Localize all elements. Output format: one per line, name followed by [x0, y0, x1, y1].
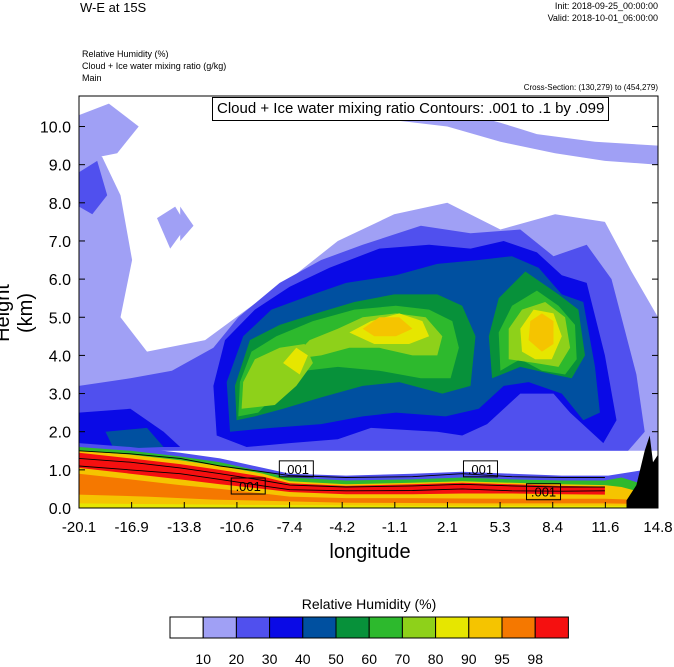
legend-swatch-3 [269, 616, 304, 639]
field-label-cloud-ice: Cloud + Ice water mixing ratio (g/kg) [82, 61, 227, 71]
rh-region-6 [79, 160, 108, 215]
legend-swatch-1 [202, 616, 237, 639]
legend-label-7: 80 [428, 651, 444, 667]
legend-label-10: 98 [527, 651, 543, 667]
legend-swatch-8 [435, 616, 470, 639]
plot-area: .001 .001 .001 .001 [79, 96, 658, 508]
field-label-main: Main [82, 73, 102, 83]
legend-swatch-0 [169, 616, 204, 639]
legend-label-8: 90 [461, 651, 477, 667]
x-tick-label-4: -7.4 [277, 519, 303, 536]
legend-label-2: 30 [262, 651, 278, 667]
x-tick-label-9: 8.4 [542, 519, 563, 536]
rh-region-22 [528, 313, 554, 352]
rh-region-21 [362, 317, 413, 337]
color-legend: 10 20 30 40 50 60 70 80 90 95 98 [169, 616, 569, 667]
legend-title: Relative Humidity (%) [301, 596, 437, 612]
y-tick-label-5: 5.0 [49, 310, 71, 327]
contour-label-1: .001 [236, 479, 261, 494]
legend-swatch-9 [468, 616, 503, 639]
field-label-rh: Relative Humidity (%) [82, 49, 169, 59]
rh-region-27 [79, 452, 605, 495]
legend-label-0: 10 [195, 651, 211, 667]
legend-swatch-5 [335, 616, 370, 639]
legend-label-1: 20 [229, 651, 245, 667]
contour-label-box-3 [526, 483, 562, 501]
rh-region-2 [157, 206, 187, 249]
contour-label-box-1 [230, 477, 266, 495]
x-tick-label-3: -10.6 [220, 519, 254, 536]
contour-label-0: .001 [284, 462, 309, 477]
x-tick-label-10: 11.6 [591, 519, 619, 536]
x-tick-label-6: -1.1 [382, 519, 408, 536]
rh-region-19 [283, 347, 308, 375]
contour-info-box: Cloud + Ice water mixing ratio Contours:… [212, 97, 610, 121]
x-axis: -20.1 -16.9 -13.8 -10.6 -7.4 -4.2 -1.1 2.1 5.3 8.… [62, 502, 673, 536]
rh-region-9 [105, 427, 164, 449]
contour-label-box-2 [462, 460, 498, 478]
plot-frame [78, 95, 659, 509]
cloud-contour-line-0 [79, 450, 605, 478]
y-tick-label-1: 1.0 [49, 463, 71, 480]
y-tick-label-2: 2.0 [49, 425, 71, 442]
legend-label-4: 50 [328, 651, 344, 667]
y-tick-label-0: 0.0 [49, 501, 71, 518]
y-tick-label-10: 10.0 [40, 120, 71, 137]
cloud-contour-line-1 [79, 457, 605, 488]
rh-region-28 [79, 494, 658, 508]
x-tick-label-8: 5.3 [490, 519, 511, 536]
x-tick-label-7: 2.1 [437, 519, 458, 536]
y-axis-label: Height (km) [0, 284, 37, 342]
contour-label-3: .001 [531, 485, 556, 500]
legend-swatch-10 [501, 616, 536, 639]
rh-region-29 [79, 503, 658, 508]
x-axis-label: longitude [329, 541, 411, 563]
legend-swatch-11 [534, 616, 569, 639]
x-tick-label-11: 14.8 [643, 519, 672, 536]
legend-swatch-2 [235, 616, 271, 639]
rh-region-26 [79, 473, 658, 508]
y-tick-label-3: 3.0 [49, 387, 71, 404]
legend-swatch-4 [302, 616, 337, 639]
legend-label-9: 95 [494, 651, 510, 667]
y-tick-label-7: 7.0 [49, 234, 71, 251]
x-tick-label-1: -16.9 [115, 519, 149, 536]
terrain [626, 435, 658, 508]
y-tick-label-6: 6.0 [49, 272, 71, 289]
legend-label-3: 40 [295, 651, 311, 667]
rh-region-3 [180, 206, 194, 241]
legend-label-5: 60 [361, 651, 377, 667]
contour-label-2: .001 [468, 462, 493, 477]
y-tick-label-4: 4.0 [49, 348, 71, 365]
cross-section-label: Cross-Section: (130,279) to (454,279) [523, 83, 658, 92]
chart-main-title: W-E at 15S [80, 0, 147, 15]
y-tick-label-9: 9.0 [49, 158, 71, 175]
x-tick-label-0: -20.1 [62, 519, 96, 536]
rh-region-4 [382, 107, 658, 165]
legend-swatch-7 [401, 616, 437, 639]
contour-label-box-0 [278, 460, 314, 478]
x-tick-label-5: -4.2 [329, 519, 355, 536]
y-axis: 0.0 1.0 2.0 3.0 4.0 5.0 6.0 7.0 8.0 9.0 10.0 [40, 120, 658, 518]
legend-label-6: 70 [395, 651, 411, 667]
legend-swatch-6 [368, 616, 403, 639]
valid-time-label: Valid: 2018-10-01_06:00:00 [547, 13, 658, 23]
cloud-contour-line-2 [79, 465, 605, 492]
y-tick-label-8: 8.0 [49, 196, 71, 213]
x-tick-label-2: -13.8 [167, 519, 201, 536]
init-time-label: Init: 2018-09-25_00:00:00 [554, 1, 658, 11]
rh-region-1 [79, 103, 139, 161]
